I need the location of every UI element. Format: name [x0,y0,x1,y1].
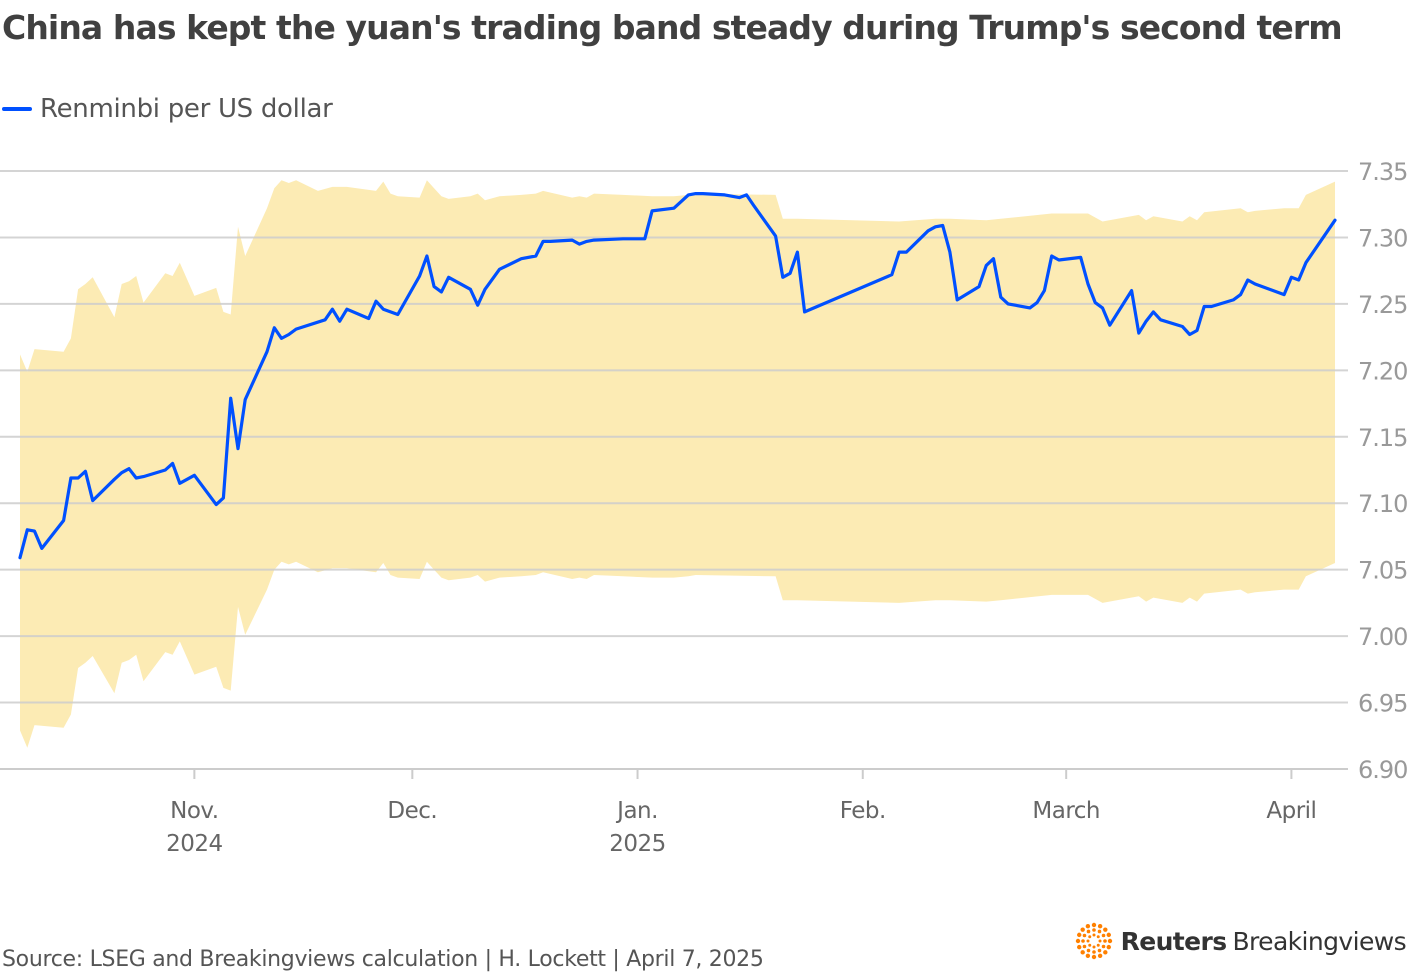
brand-name-bold: Reuters [1120,926,1228,956]
chart-plot: 7.35 7.30 7.25 7.20 7.15 7.10 7.05 7.00 6.95 6.90… [0,158,1408,857]
y-tick-label: 7.25 [1358,291,1407,319]
reuters-logo-icon [1075,922,1112,960]
chart-title: China has kept the yuan's trading band s… [2,8,1343,47]
y-tick-label: 7.20 [1358,357,1407,385]
trading-band-area [20,180,1335,748]
x-tick-label: March [1032,798,1100,824]
source-note: Source: LSEG and Breakingviews calculati… [2,947,764,972]
legend: Renminbi per US dollar [2,94,333,124]
x-tick-label: Jan. [615,798,658,824]
legend-swatch [2,107,32,111]
y-tick-label: 7.35 [1358,158,1407,186]
y-tick-label: 7.00 [1358,623,1407,651]
x-tick-label: April [1266,798,1316,824]
x-tick-year-label: 2024 [166,831,223,857]
x-tick-label: Dec. [387,798,437,824]
x-tick-label: Feb. [840,798,886,824]
legend-label: Renminbi per US dollar [40,94,333,124]
y-tick-label: 6.90 [1358,756,1407,784]
x-tick-year-label: 2025 [609,831,666,857]
y-tick-label: 7.05 [1358,557,1407,585]
y-tick-label: 6.95 [1358,690,1407,718]
brand-name-light: Breakingviews [1232,926,1406,956]
brand-logo: Reuters Breakingviews [1073,920,1407,962]
y-tick-label: 7.15 [1358,424,1407,452]
y-tick-label: 7.10 [1358,490,1407,518]
x-tick-label: Nov. [170,798,218,824]
y-tick-label: 7.30 [1358,224,1407,252]
